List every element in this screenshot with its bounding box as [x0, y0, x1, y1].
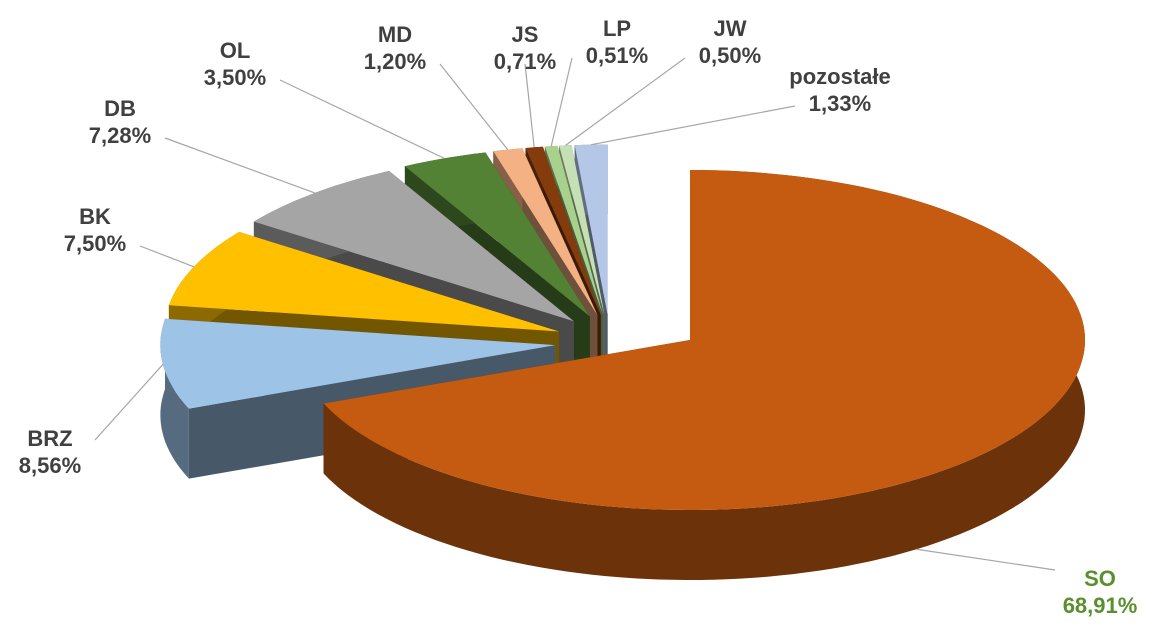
- slice-label: BK: [79, 204, 111, 229]
- slice-value-label: 68,91%: [1063, 593, 1138, 618]
- slice-label: BRZ: [27, 426, 72, 451]
- slice-value-label: 0,71%: [494, 49, 556, 74]
- slice-label: JW: [714, 16, 747, 41]
- slice-value-label: 0,51%: [586, 43, 648, 68]
- leader-line: [550, 57, 573, 147]
- leader-line: [94, 364, 164, 441]
- slice-value-label: 1,33%: [809, 91, 871, 116]
- pie-slice: [323, 170, 1086, 580]
- slice-top: [253, 171, 574, 322]
- leader-line: [164, 137, 315, 194]
- slice-top: [404, 152, 590, 317]
- leader-line: [139, 245, 195, 268]
- slice-value-label: 8,56%: [19, 453, 81, 478]
- slice-top: [160, 318, 556, 409]
- slice-top: [544, 145, 603, 315]
- slice-label: DB: [104, 96, 136, 121]
- leader-line: [439, 63, 509, 151]
- slice-top: [493, 148, 598, 316]
- slice-top: [574, 144, 608, 315]
- leader-line: [279, 79, 445, 159]
- slice-label: OL: [220, 38, 251, 63]
- slice-value-label: 7,50%: [64, 231, 126, 256]
- leader-line: [524, 63, 535, 148]
- slice-value-label: 0,50%: [699, 43, 761, 68]
- slice-top: [323, 170, 1086, 510]
- slice-value-label: 3,50%: [204, 65, 266, 90]
- slice-top: [559, 145, 605, 315]
- slice-value-label: 1,20%: [364, 49, 426, 74]
- slice-label: MD: [378, 22, 412, 47]
- slice-top: [525, 146, 601, 315]
- slice-side: [160, 318, 189, 479]
- slice-label: SO: [1084, 566, 1116, 591]
- slice-label: pozostałe: [789, 64, 890, 89]
- leader-line: [916, 548, 1056, 571]
- slice-top: [168, 231, 560, 332]
- slice-label: JS: [512, 22, 539, 47]
- leader-line: [591, 105, 796, 146]
- slice-label: LP: [603, 16, 631, 41]
- slice-value-label: 7,28%: [89, 123, 151, 148]
- leader-line: [565, 57, 686, 146]
